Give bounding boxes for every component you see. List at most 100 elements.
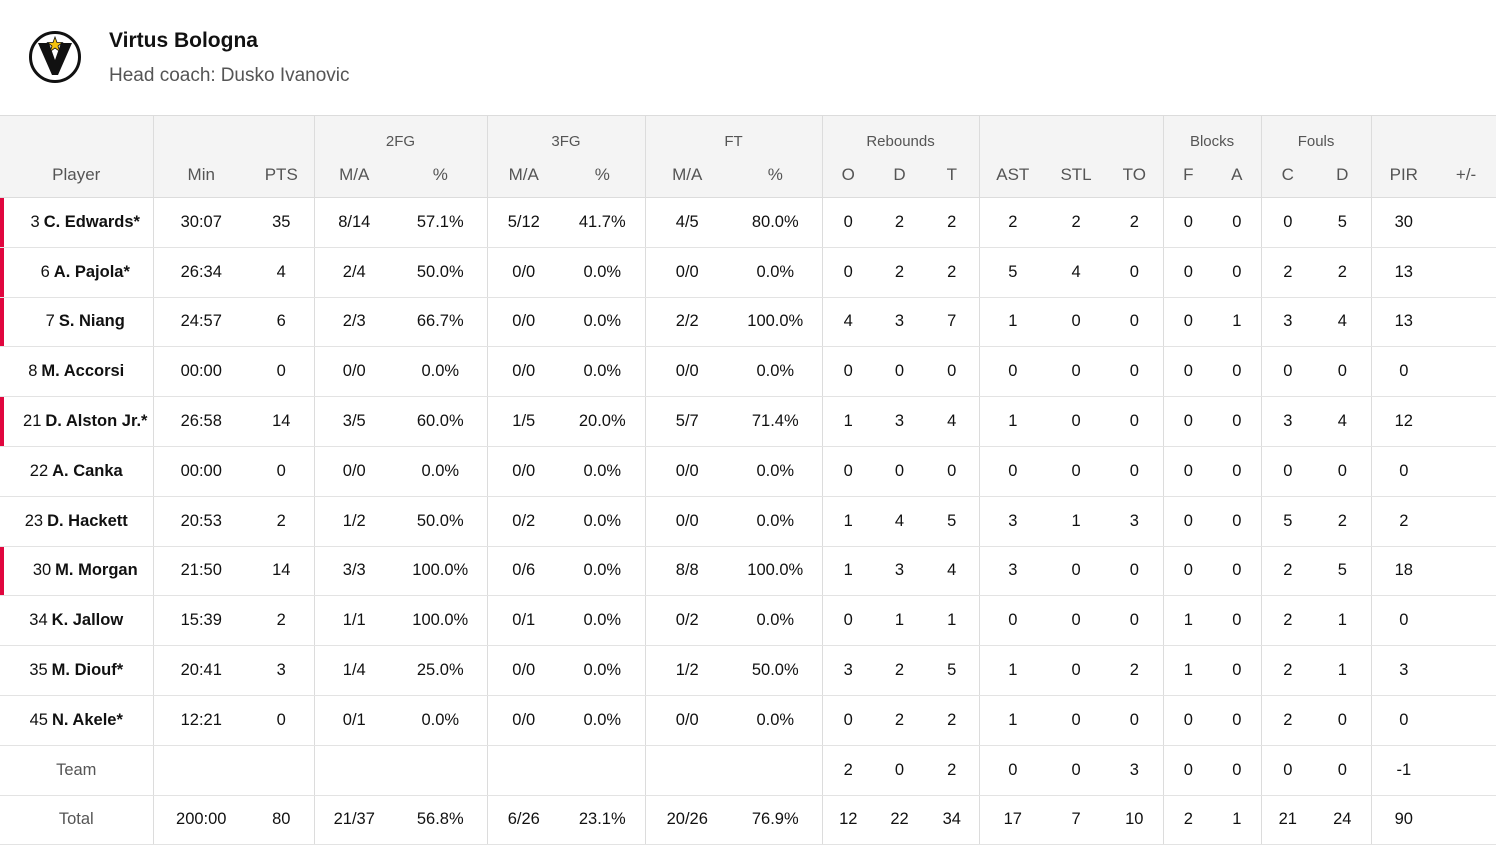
cell-reb-d: 22 (874, 795, 926, 846)
group-rebounds: Rebounds (821, 115, 980, 154)
col-ft-ma[interactable]: M/A (644, 153, 729, 198)
cell-reb-o: 12 (821, 795, 875, 846)
col-blk-a[interactable]: A (1213, 153, 1262, 198)
player-name[interactable]: A. Pajola* (53, 262, 130, 281)
col-to[interactable]: TO (1106, 153, 1164, 198)
player-name[interactable]: S. Niang (58, 312, 125, 331)
player-name[interactable]: C. Edwards* (43, 212, 140, 231)
player-cell[interactable]: 34 K. Jallow (0, 595, 153, 647)
cell-pir: 13 (1370, 247, 1437, 298)
cell-pts: 2 (249, 496, 314, 547)
cell-2fg-ma: 3/3 (313, 546, 394, 597)
cell-ast: 17 (978, 795, 1047, 846)
cell-stl: 4 (1046, 247, 1107, 298)
cell-blk-f: 2 (1162, 795, 1214, 846)
col-plus-minus[interactable]: +/- (1436, 153, 1496, 198)
player-name[interactable]: D. Hackett (47, 511, 128, 530)
player-name[interactable]: M. Morgan (55, 561, 138, 580)
col-2fg-pct[interactable]: % (394, 153, 487, 198)
player-cell[interactable]: 21 D. Alston Jr.* (0, 396, 153, 447)
cell-stl: 0 (1046, 446, 1107, 497)
boxscore-table: 2FG 3FG FT Rebounds Blocks Fouls Player … (0, 115, 1496, 846)
cell-reb-t: 5 (925, 496, 980, 547)
cell-reb-d: 2 (874, 247, 926, 298)
cell-2fg-ma (313, 745, 394, 796)
cell-to: 0 (1106, 247, 1164, 298)
cell-ft-pct: 76.9% (729, 795, 823, 846)
col-pts[interactable]: PTS (249, 153, 314, 198)
cell-2fg-ma: 0/0 (313, 346, 394, 398)
team-row-label: Team (0, 745, 153, 796)
player-name[interactable]: K. Jallow (51, 611, 124, 630)
col-player[interactable]: Player (0, 153, 153, 198)
cell-min: 00:00 (152, 346, 249, 398)
cell-ft-pct: 100.0% (729, 297, 823, 348)
col-stl[interactable]: STL (1046, 153, 1107, 198)
col-blk-f[interactable]: F (1162, 153, 1214, 198)
player-cell[interactable]: 35 M. Diouf* (0, 645, 153, 696)
player-name[interactable]: M. Accorsi (41, 362, 125, 381)
group-blocks: Blocks (1162, 115, 1262, 154)
player-cell[interactable]: 7 S. Niang (0, 297, 153, 348)
col-ft-pct[interactable]: % (729, 153, 823, 198)
player-name[interactable]: N. Akele* (51, 710, 123, 729)
col-ast[interactable]: AST (978, 153, 1047, 198)
col-3fg-pct[interactable]: % (560, 153, 645, 198)
player-cell[interactable]: 3 C. Edwards* (0, 197, 153, 248)
player-number: 23 (24, 511, 44, 530)
player-name[interactable]: A. Canka (52, 461, 123, 480)
cell-min: 200:00 (152, 795, 249, 846)
player-cell[interactable]: 45 N. Akele* (0, 695, 153, 746)
player-row: 7 S. Niang 24:57 6 2/3 66.7% 0/0 0.0% 2/2 100.0% 4… (0, 297, 1496, 348)
player-name[interactable]: D. Alston Jr.* (45, 412, 148, 431)
col-reb-d[interactable]: D (874, 153, 926, 198)
cell-pir: 12 (1370, 396, 1437, 447)
cell-to: 0 (1106, 446, 1164, 497)
cell-reb-o: 1 (821, 396, 875, 447)
cell-blk-a: 0 (1213, 595, 1262, 647)
col-3fg-ma[interactable]: M/A (486, 153, 560, 198)
group-3fg: 3FG (486, 115, 645, 154)
cell-to: 2 (1106, 645, 1164, 696)
player-cell[interactable]: 23 D. Hackett (0, 496, 153, 547)
player-cell[interactable]: 30 M. Morgan (0, 546, 153, 597)
player-row: 21 D. Alston Jr.* 26:58 14 3/5 60.0% 1/5 20.0% 5… (0, 396, 1496, 447)
cell-plus-minus (1436, 795, 1496, 846)
cell-pir: 30 (1370, 197, 1437, 248)
cell-pts (249, 745, 314, 796)
cell-plus-minus (1436, 695, 1496, 746)
col-reb-o[interactable]: O (821, 153, 875, 198)
player-cell[interactable]: 6 A. Pajola* (0, 247, 153, 298)
cell-to: 0 (1106, 695, 1164, 746)
cell-foul-c: 2 (1260, 695, 1315, 746)
player-cell[interactable]: 8 M. Accorsi (0, 346, 153, 398)
header-column-row: Player Min PTS M/A % M/A % M/A % O D T A… (0, 153, 1496, 198)
cell-2fg-pct: 0.0% (394, 346, 487, 398)
cell-ast: 0 (978, 346, 1047, 398)
player-number: 22 (29, 461, 49, 480)
cell-reb-o: 1 (821, 496, 875, 547)
cell-2fg-ma: 1/2 (313, 496, 394, 547)
cell-pts: 0 (249, 446, 314, 497)
cell-3fg-ma: 0/0 (486, 695, 560, 746)
cell-min (152, 745, 249, 796)
cell-2fg-ma: 0/1 (313, 695, 394, 746)
player-name[interactable]: M. Diouf* (51, 661, 124, 680)
cell-foul-d: 1 (1314, 645, 1372, 696)
cell-ft-pct (729, 745, 823, 796)
player-cell[interactable]: 22 A. Canka (0, 446, 153, 497)
cell-ft-ma: 0/0 (644, 695, 729, 746)
col-2fg-ma[interactable]: M/A (313, 153, 394, 198)
cell-ft-pct: 0.0% (729, 595, 823, 647)
cell-ast: 1 (978, 297, 1047, 348)
player-row: 34 K. Jallow 15:39 2 1/1 100.0% 0/1 0.0% 0/2 0.0%… (0, 595, 1496, 647)
cell-ast: 1 (978, 695, 1047, 746)
col-min[interactable]: Min (152, 153, 249, 198)
player-row: 8 M. Accorsi 00:00 0 0/0 0.0% 0/0 0.0% 0/0 0.0% 0 0… (0, 346, 1496, 398)
col-reb-t[interactable]: T (925, 153, 980, 198)
cell-blk-f: 1 (1162, 595, 1214, 647)
col-foul-d[interactable]: D (1314, 153, 1372, 198)
cell-to: 0 (1106, 595, 1164, 647)
col-pir[interactable]: PIR (1370, 153, 1437, 198)
col-foul-c[interactable]: C (1260, 153, 1315, 198)
